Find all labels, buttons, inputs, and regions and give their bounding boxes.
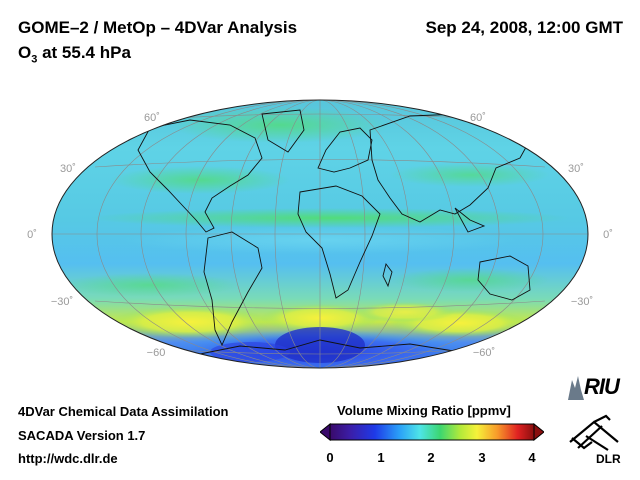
colorbar-tick-4: 4 <box>528 450 536 465</box>
colorbar-title: Volume Mixing Ratio [ppmv] <box>337 403 511 418</box>
dlr-logo-text: DLR <box>596 452 621 466</box>
colorbar-tick-3: 3 <box>478 450 486 465</box>
riu-logo-icon <box>568 376 584 400</box>
credit-line-2: SACADA Version 1.7 <box>18 428 146 443</box>
subtitle-species: O <box>18 43 32 62</box>
dlr-logo-icon <box>569 414 619 451</box>
colorbar-tick-1: 1 <box>377 450 385 465</box>
colorbar-tick-2: 2 <box>427 450 435 465</box>
lat-label-right-minus60: −60˚ <box>473 347 495 359</box>
credit-line-1: 4DVar Chemical Data Assimilation <box>18 404 229 419</box>
analysis-datetime: Sep 24, 2008, 12:00 GMT <box>425 18 624 37</box>
lat-label-left-0: 0˚ <box>27 229 37 241</box>
lat-label-right-30: 30˚ <box>568 163 584 175</box>
credit-url: http://wdc.dlr.de <box>18 451 118 466</box>
lat-label-left-minus60: −60 <box>147 347 166 359</box>
lat-label-left-minus30: −30˚ <box>51 296 73 308</box>
subtitle-subscript: 3 <box>31 53 38 66</box>
lat-label-right-60: 60˚ <box>470 112 486 124</box>
colorbar-tick-0: 0 <box>326 450 334 465</box>
colorbar <box>320 423 544 441</box>
graticule <box>52 100 588 368</box>
map-subtitle: O3 at 55.4 hPa <box>18 43 131 65</box>
lat-label-left-30: 30˚ <box>60 163 76 175</box>
colorbar-overflow-arrow <box>533 423 544 441</box>
map-outline <box>51 99 589 369</box>
subtitle-level: at 55.4 hPa <box>37 43 131 62</box>
lat-label-left-60: 60˚ <box>144 112 160 124</box>
colorbar-underflow-arrow <box>320 423 331 441</box>
lat-label-right-0: 0˚ <box>603 229 613 241</box>
riu-logo-text: RIU <box>584 374 620 399</box>
ozone-map: 60˚ 30˚ 0˚ −30˚ −60 60˚ 30˚ 0˚ −30˚ −60˚ <box>27 99 613 369</box>
coastlines <box>137 109 531 359</box>
lat-label-right-minus30: −30˚ <box>571 296 593 308</box>
map-title: GOME–2 / MetOp – 4DVar Analysis <box>18 18 298 37</box>
colorbar-gradient <box>329 423 535 441</box>
